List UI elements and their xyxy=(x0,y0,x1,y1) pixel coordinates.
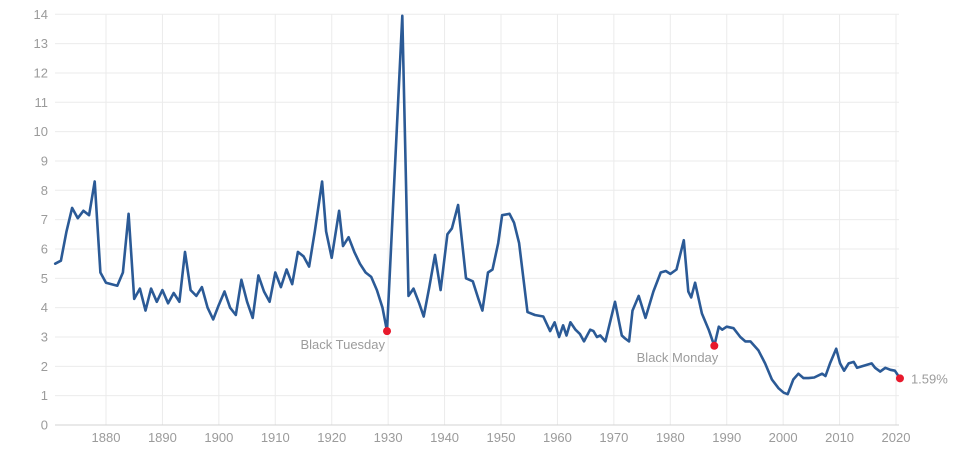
y-tick-label: 0 xyxy=(41,418,48,433)
x-tick-label: 2010 xyxy=(825,430,854,445)
y-tick-label: 8 xyxy=(41,183,48,198)
y-tick-label: 1 xyxy=(41,388,48,403)
y-tick-label: 3 xyxy=(41,329,48,344)
black-tuesday-marker-dot xyxy=(383,327,392,336)
x-tick-label: 1950 xyxy=(487,430,516,445)
x-tick-label: 1910 xyxy=(261,430,290,445)
final-value-marker-dot xyxy=(895,374,904,383)
x-tick-label: 1900 xyxy=(204,430,233,445)
x-tick-label: 1980 xyxy=(656,430,685,445)
y-tick-label: 10 xyxy=(34,124,48,139)
annotation-label-final-value: 1.59% xyxy=(911,371,948,386)
x-tick-label: 1920 xyxy=(317,430,346,445)
annotation-label-black-monday: Black Monday xyxy=(637,350,719,365)
data-series-line xyxy=(53,14,902,396)
x-tick-label: 1880 xyxy=(92,430,121,445)
y-tick-label: 6 xyxy=(41,241,48,256)
annotation-label-black-tuesday: Black Tuesday xyxy=(300,337,385,352)
y-tick-label: 11 xyxy=(35,95,49,110)
x-tick-label: 1990 xyxy=(712,430,741,445)
y-tick-label: 14 xyxy=(34,7,48,22)
black-monday-marker-dot xyxy=(710,341,719,350)
y-tick-label: 5 xyxy=(41,271,48,286)
y-tick-label: 2 xyxy=(41,359,48,374)
x-tick-label: 2000 xyxy=(769,430,798,445)
x-tick-label: 1930 xyxy=(374,430,403,445)
y-tick-label: 9 xyxy=(41,153,48,168)
y-tick-label: 4 xyxy=(41,300,48,315)
x-tick-label: 1960 xyxy=(543,430,572,445)
y-tick-label: 13 xyxy=(34,36,48,51)
y-tick-label: 12 xyxy=(34,65,48,80)
x-tick-label: 1940 xyxy=(430,430,459,445)
x-tick-label: 1890 xyxy=(148,430,177,445)
y-tick-label: 7 xyxy=(41,212,48,227)
x-tick-label: 1970 xyxy=(599,430,628,445)
x-tick-label: 2020 xyxy=(882,430,911,445)
